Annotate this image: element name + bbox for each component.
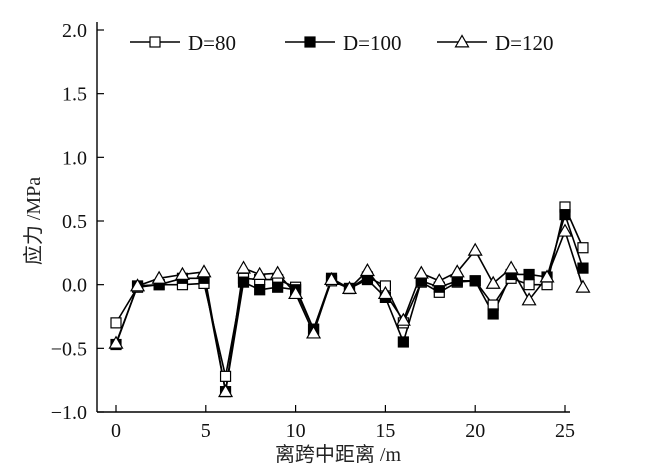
data-point: [503, 260, 519, 274]
data-point: [235, 260, 252, 274]
data-point: [108, 335, 124, 349]
x-tick-label: 0: [111, 420, 121, 442]
data-point: [323, 271, 340, 286]
data-point: [252, 266, 268, 280]
series-d-100: [115, 211, 584, 392]
data-point: [557, 223, 573, 237]
data-point: [272, 281, 284, 293]
data-point: [577, 242, 589, 254]
legend-item: D=120: [437, 31, 554, 55]
data-point: [467, 242, 483, 256]
y-tick-label: 1.5: [62, 84, 87, 106]
triangle-marker-icon: [454, 34, 470, 48]
open-square-marker-icon: [149, 36, 161, 48]
data-point: [196, 264, 212, 278]
data-point: [110, 317, 122, 329]
legend-item: D=80: [130, 31, 236, 55]
series-markers: [108, 223, 591, 398]
data-point: [359, 262, 375, 277]
series-line: [115, 228, 584, 392]
data-point: [174, 266, 190, 280]
series-markers: [110, 209, 589, 398]
data-point: [306, 325, 322, 339]
legend: D=80 D=100 D=120: [130, 31, 554, 55]
data-point: [288, 285, 304, 300]
x-tick-label: 20: [465, 420, 485, 442]
data-point: [151, 270, 167, 284]
data-series: [108, 201, 591, 398]
data-point: [377, 285, 393, 300]
filled-square-marker-icon: [304, 36, 316, 48]
data-point: [449, 264, 465, 278]
data-point: [218, 383, 234, 398]
data-point: [413, 265, 429, 279]
data-point: [397, 336, 409, 348]
legend-item: D=100: [285, 31, 402, 55]
data-point: [237, 276, 250, 288]
y-axis-label: 应力 /MPa: [22, 177, 45, 265]
data-point: [523, 279, 535, 291]
legend-label: D=100: [343, 31, 402, 55]
data-point: [577, 262, 589, 274]
data-point: [539, 269, 555, 283]
y-tick-label: −1.0: [51, 402, 87, 424]
y-tick-label: 1.0: [62, 147, 87, 169]
data-point: [341, 280, 358, 294]
data-point: [521, 292, 537, 306]
data-point: [270, 265, 286, 279]
series-d-120: [115, 228, 584, 392]
legend-label: D=120: [495, 31, 554, 55]
x-tick-label: 10: [286, 420, 306, 442]
data-point: [254, 284, 266, 296]
legend-label: D=80: [188, 31, 236, 55]
x-tick-label: 25: [555, 420, 575, 442]
data-point: [575, 279, 591, 293]
data-point: [523, 268, 535, 281]
x-tick-label: 15: [375, 420, 395, 442]
data-point: [487, 308, 499, 320]
x-axis-label: 离跨中距离 /m: [275, 443, 402, 466]
x-tick-label: 5: [201, 420, 211, 442]
data-point: [219, 370, 232, 382]
y-tick-label: −0.5: [51, 338, 87, 360]
data-point: [559, 209, 571, 221]
y-tick-label: 2.0: [62, 20, 87, 42]
data-point: [395, 312, 411, 326]
data-point: [431, 273, 447, 287]
data-point: [469, 275, 481, 287]
y-tick-label: 0.5: [62, 211, 87, 233]
data-point: [130, 278, 146, 292]
y-tick-label: 0.0: [62, 275, 87, 297]
axes: −1.0 −0.5 0.0 0.5 1.0 1.5 2.0 0 5 10 15 20 25: [51, 20, 575, 442]
series-line: [115, 211, 584, 392]
data-point: [485, 275, 501, 289]
